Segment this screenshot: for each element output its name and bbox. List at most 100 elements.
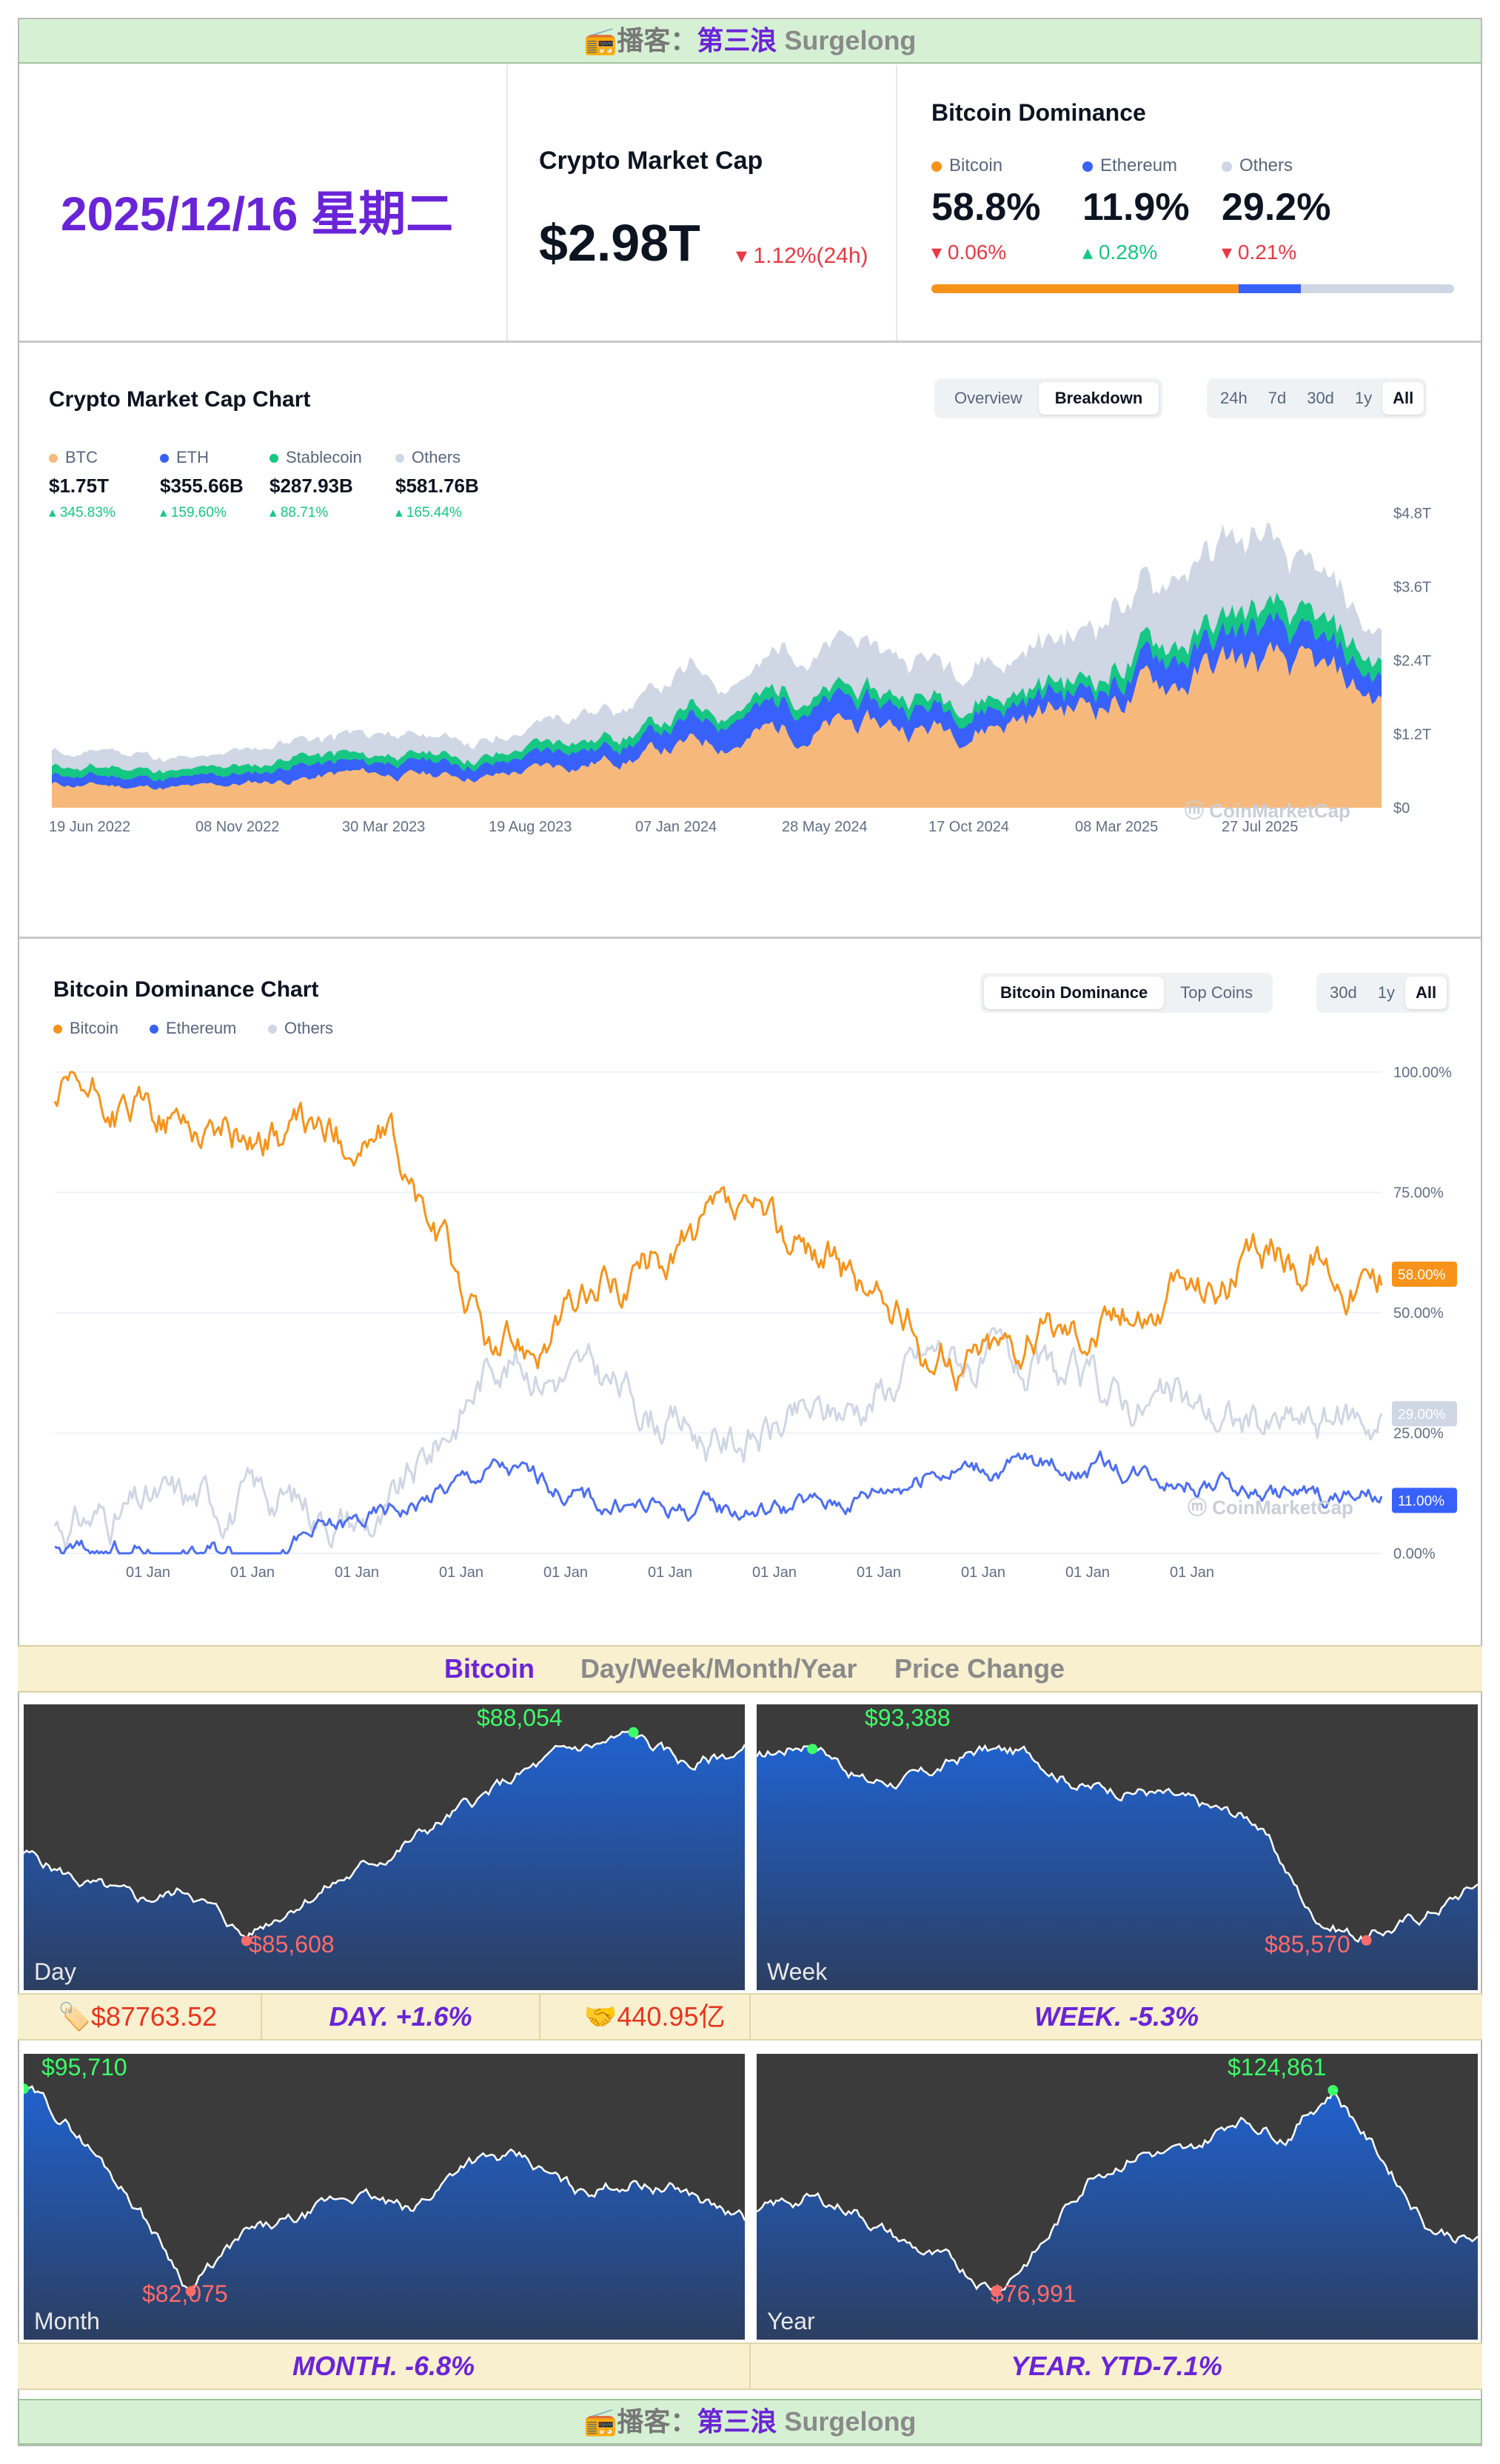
end-value-badge <box>1392 1401 1457 1427</box>
y-tick-label: 25.00% <box>1393 1426 1444 1442</box>
range-1y[interactable]: 1y <box>1354 389 1373 407</box>
low-label: $85,570 <box>1265 1931 1350 1958</box>
end-value-badge <box>1392 1262 1457 1287</box>
month-price-chart <box>24 2083 745 2340</box>
change-value: 0.06% <box>947 241 1007 264</box>
x-tick-label: 01 Jan <box>1170 1564 1214 1581</box>
legend-value: $287.93B <box>269 475 353 497</box>
y-tick-label: $2.4T <box>1393 653 1431 669</box>
market-cap-area-chart: $4.8T $3.6T $2.4T $1.2T $0 19 Jun 2022 08 Nov … <box>49 506 1431 835</box>
panel-label: Year <box>767 2308 815 2334</box>
end-value-badge <box>1392 1487 1457 1513</box>
range-1y[interactable]: 1y <box>1377 983 1395 1002</box>
date-label: 2025/12/16 星期二 <box>61 187 454 241</box>
x-tick-label: 01 Jan <box>126 1564 170 1581</box>
low-marker <box>1361 1935 1372 1946</box>
end-value-label: 29.00% <box>1398 1407 1446 1423</box>
legend-others: Others <box>268 1019 333 1038</box>
range-30d[interactable]: 30d <box>1330 983 1357 1002</box>
change-value: 165.44% <box>406 505 462 520</box>
dominance-line-chart: 100.00% 75.00% 50.00% 25.00% 0.00% 58.00% 29.0… <box>53 1065 1457 1581</box>
dom-view-toggle: Bitcoin Dominance Top Coins <box>980 973 1273 1013</box>
price-line <box>24 2085 745 2293</box>
change-value: 159.60% <box>170 505 227 520</box>
high-label: $93,388 <box>865 1704 951 1731</box>
legend-btc: BTC <box>49 448 98 467</box>
dominance-chart-card: Bitcoin Dominance Chart Bitcoin Dominanc… <box>19 939 1481 1645</box>
caret-up-icon: ▴ <box>49 505 60 520</box>
high-label: $88,054 <box>477 1704 563 1731</box>
x-tick-label: 17 Oct 2024 <box>928 819 1009 835</box>
banner-prefix: 📻播客： <box>583 2406 697 2437</box>
day-panel: Day $88,054 $85,608 <box>24 1704 745 1990</box>
day-change-stat: DAY. +1.6% <box>329 2001 472 2032</box>
legend-name: Others <box>412 448 461 466</box>
line-series-bitcoin <box>53 1071 1383 1391</box>
dominance-legend-label: Bitcoin <box>931 155 1002 176</box>
caret-up-icon: ▴ <box>1082 241 1099 264</box>
low-label: $76,991 <box>991 2280 1077 2307</box>
dominance-bar <box>931 284 1454 293</box>
y-tick-label: 75.00% <box>1393 1185 1444 1202</box>
legend-name: ETH <box>176 448 209 466</box>
legend-dot-icon <box>1082 161 1093 172</box>
legend-stablecoin: Stablecoin <box>269 448 362 467</box>
price-area <box>24 2086 745 2340</box>
caret-up-icon: ▴ <box>160 505 171 520</box>
dominance-change: ▾ 0.21% <box>1222 240 1296 264</box>
price-area <box>24 1731 745 1990</box>
dominance-change: ▴ 0.28% <box>1082 240 1157 264</box>
x-tick-label: 01 Jan <box>857 1564 901 1581</box>
dom-range-toggle: 30d 1y All <box>1316 973 1450 1013</box>
x-tick-label: 30 Mar 2023 <box>342 819 425 835</box>
watermark: ⓜ CoinMarketCap <box>1185 800 1350 822</box>
tab-bitcoin-dominance[interactable]: Bitcoin Dominance <box>984 977 1165 1009</box>
year-price-chart <box>757 2085 1478 2340</box>
divider <box>506 65 508 341</box>
x-tick-label: 01 Jan <box>335 1564 379 1581</box>
range-30d[interactable]: 30d <box>1307 389 1334 407</box>
section-subtitle-2: Price Change <box>894 1653 1065 1684</box>
caret-up-icon: ▴ <box>395 505 406 520</box>
x-tick-label: 07 Jan 2024 <box>635 819 717 835</box>
range-all[interactable]: All <box>1382 382 1424 415</box>
price-section-header: Bitcoin Day/Week/Month/Year Price Change <box>18 1645 1482 1693</box>
change-value: 0.21% <box>1237 241 1297 264</box>
legend-change: ▴ 165.44% <box>395 504 462 521</box>
caret-down-icon: ▾ <box>736 244 754 268</box>
y-tick-label: 100.00% <box>1393 1065 1452 1081</box>
range-7d[interactable]: 7d <box>1268 389 1287 407</box>
high-marker <box>24 2083 29 2095</box>
chart-title: Crypto Market Cap Chart <box>49 387 311 412</box>
x-tick-label: 01 Jan <box>1065 1564 1110 1581</box>
change-value: 88.71% <box>280 505 329 520</box>
tab-breakdown[interactable]: Breakdown <box>1038 382 1159 415</box>
dominance-change: ▾ 0.06% <box>931 240 1006 264</box>
volume-stat: 🤝440.95亿 <box>583 2001 726 2032</box>
stats-row-1: 🏷️$87763.52 DAY. +1.6% 🤝440.95亿 WEEK. -5… <box>18 1993 1482 2040</box>
line-series-others <box>53 1327 1383 1552</box>
range-all[interactable]: All <box>1404 977 1447 1009</box>
legend-dot-icon <box>160 454 169 463</box>
panel-label: Month <box>34 2308 100 2334</box>
price-line <box>757 2088 1478 2296</box>
y-tick-label: 0.00% <box>1393 1546 1436 1562</box>
y-tick-label: 50.00% <box>1393 1305 1444 1322</box>
dominance-legend-label: Others <box>1222 155 1293 176</box>
price-area <box>757 1746 1478 1990</box>
banner-mid: 第三浪 <box>697 25 777 56</box>
year-panel: Year $124,861 $76,991 <box>757 2054 1478 2340</box>
dominance-percent: 11.9% <box>1082 186 1190 229</box>
banner-mid: 第三浪 <box>697 2406 777 2437</box>
range-24h[interactable]: 24h <box>1220 389 1248 407</box>
low-label: $85,608 <box>249 1931 335 1958</box>
day-price-chart <box>24 1727 745 1990</box>
market-cap-change: ▾ 1.12%(24h) <box>736 244 868 268</box>
change-value: 0.28% <box>1098 241 1158 264</box>
tab-overview[interactable]: Overview <box>954 389 1022 407</box>
tab-top-coins[interactable]: Top Coins <box>1180 983 1253 1002</box>
week-panel: Week $93,388 $85,570 <box>757 1704 1478 1990</box>
legend-dot-icon <box>269 454 278 463</box>
dominance-percent: 58.8% <box>931 186 1041 229</box>
header-cards: 2025/12/16 星期二 Crypto Market Cap $2.98T … <box>19 65 1481 343</box>
